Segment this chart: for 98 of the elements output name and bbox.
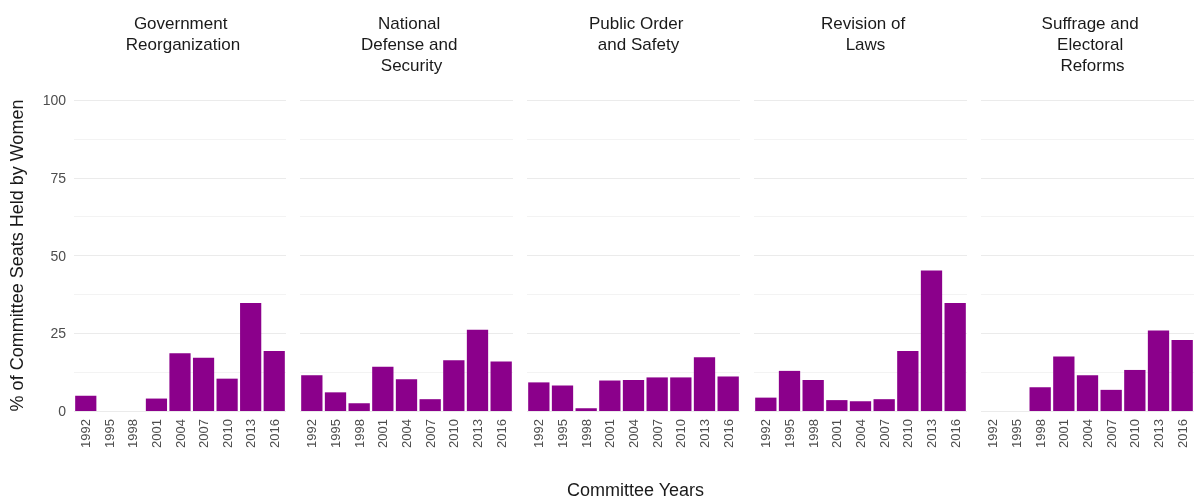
bar (419, 399, 441, 411)
bar (324, 392, 347, 411)
bar (395, 379, 418, 411)
bar (920, 270, 943, 411)
x-tick-label: 1992 (78, 419, 94, 448)
bar (802, 379, 824, 411)
bar (301, 375, 323, 411)
x-tick-label: 1992 (985, 419, 1001, 448)
bar (755, 397, 777, 411)
bar (75, 395, 97, 411)
x-tick-label: 2001 (375, 419, 391, 448)
x-tick-label: 2016 (1174, 419, 1190, 448)
bar (1124, 369, 1146, 411)
y-tick-label: 25 (50, 325, 67, 342)
x-tick-label: 1992 (758, 419, 774, 448)
bar (873, 399, 895, 411)
bar (897, 350, 919, 411)
bar (1100, 389, 1122, 411)
x-tick-label: 2007 (876, 419, 892, 448)
x-tick-label: 2010 (1127, 419, 1143, 448)
x-tick-label: 2001 (829, 419, 845, 448)
x-tick-label: 2010 (900, 419, 916, 448)
bar (169, 353, 191, 411)
x-tick-label: 1992 (304, 419, 320, 448)
x-tick-label: 1998 (578, 419, 594, 448)
bar (693, 357, 716, 411)
bar (1029, 387, 1051, 411)
x-tick-label: 2001 (1056, 419, 1072, 448)
bar (849, 401, 872, 411)
bar (466, 329, 489, 411)
bar (1076, 375, 1099, 411)
y-axis-title: % of Committee Seats Held by Women (7, 99, 27, 412)
bar (1171, 340, 1193, 411)
bar (1147, 330, 1170, 411)
chart-title: Public Order and Safety (588, 14, 689, 54)
x-tick-label: 1992 (531, 419, 547, 448)
x-tick-label: 2016 (720, 419, 736, 448)
chart-title: Government Reorganization (125, 14, 241, 54)
x-tick-label: 2007 (196, 419, 212, 448)
bar (826, 400, 848, 411)
x-tick-label: 2004 (626, 419, 641, 448)
bar (778, 370, 801, 411)
x-tick-label: 2010 (673, 419, 689, 448)
x-tick-label: 2016 (266, 419, 282, 448)
x-tick-label: 2016 (947, 419, 963, 448)
bar (717, 376, 739, 411)
x-tick-label: 2004 (1080, 419, 1095, 448)
y-tick-label: 100 (42, 92, 67, 108)
x-tick-label: 1998 (805, 419, 821, 448)
bar (240, 303, 262, 411)
x-tick-label: 2016 (493, 419, 509, 448)
x-tick-label: 1995 (555, 419, 570, 448)
x-tick-label: 1995 (328, 419, 343, 448)
bar (575, 408, 597, 411)
bar (348, 403, 370, 411)
x-tick-label: 2013 (470, 419, 485, 448)
bar (551, 385, 574, 411)
x-tick-label: 1998 (351, 419, 367, 448)
x-tick-label: 2013 (243, 419, 259, 448)
bar (145, 398, 168, 411)
x-tick-label: 2007 (649, 419, 665, 448)
bar (1053, 356, 1075, 411)
bar (622, 379, 645, 411)
bar (670, 377, 692, 411)
y-tick-label: 50 (50, 247, 67, 264)
x-tick-label: 2004 (853, 419, 868, 448)
x-tick-label: 2007 (1103, 419, 1119, 448)
x-axis-title: Committee Years (565, 480, 706, 501)
x-tick-label: 1995 (1009, 419, 1024, 448)
x-tick-label: 2007 (422, 419, 438, 448)
bar (372, 366, 394, 411)
chart-title: Revision of Laws (821, 14, 910, 54)
chart-title: National Defense and Security (360, 14, 463, 75)
bar (646, 377, 668, 411)
x-tick-label: 2004 (399, 419, 414, 448)
bar (944, 303, 966, 411)
bar (192, 357, 215, 411)
y-tick-label: 0 (58, 403, 67, 419)
x-tick-label: 2010 (219, 419, 235, 448)
x-tick-label: 2013 (924, 419, 939, 448)
chart-title: Suffrage and Electoral Reforms (1041, 14, 1144, 75)
bar (443, 360, 465, 411)
x-tick-label: 2001 (148, 419, 164, 448)
x-tick-label: 1995 (782, 419, 797, 448)
x-tick-label: 2004 (172, 419, 188, 448)
bar (216, 378, 238, 411)
x-tick-label: 2013 (1151, 419, 1166, 448)
x-tick-label: 2001 (602, 419, 618, 448)
x-tick-label: 2010 (446, 419, 462, 448)
x-tick-label: 1998 (1032, 419, 1048, 448)
x-tick-label: 1995 (101, 419, 117, 448)
bar (528, 382, 550, 411)
x-tick-label: 2013 (697, 419, 712, 448)
x-tick-label: 1998 (125, 419, 141, 448)
bar (263, 350, 285, 411)
bar (490, 361, 512, 411)
y-tick-label: 75 (50, 169, 67, 186)
bar (599, 380, 621, 411)
